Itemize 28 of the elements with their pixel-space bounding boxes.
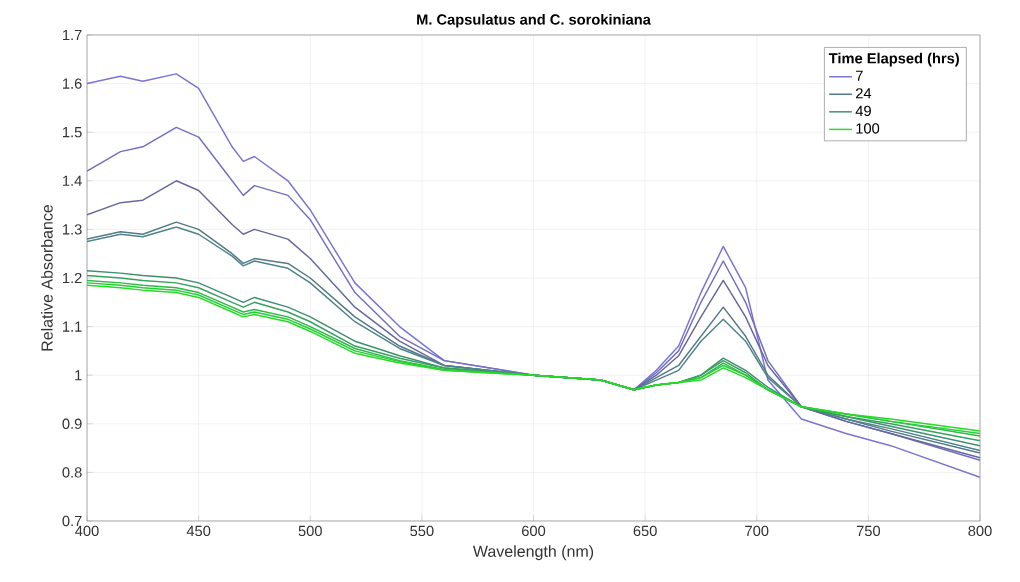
y-tick-label: 1.5 [63, 127, 82, 138]
y-axis-title: Relative Absorbance [41, 204, 53, 351]
x-tick-label: 750 [856, 525, 881, 537]
x-tick-label: 600 [522, 525, 546, 537]
chart-title: M. Capsulatus and C. sorokiniana [417, 13, 651, 28]
x-tick-label: 800 [968, 525, 992, 537]
y-tick-label: 0.8 [62, 467, 82, 478]
y-tick-label: 1.1 [63, 321, 82, 332]
x-axis-title: Wavelength (nm) [472, 545, 594, 561]
x-tick-label: 650 [633, 525, 657, 537]
x-tick-label: 500 [298, 525, 322, 537]
x-tick-label: 550 [410, 525, 434, 537]
legend-label: 49 [855, 105, 871, 117]
x-tick-label: 400 [75, 525, 99, 537]
legend-label: 100 [856, 123, 880, 134]
y-tick-label: 0.9 [62, 418, 82, 429]
y-tick-label: 1.6 [63, 78, 82, 89]
y-tick-label: 1.2 [63, 272, 82, 284]
y-tick-label: 1.4 [63, 175, 82, 186]
y-tick-label: 1.3 [63, 224, 82, 235]
x-tick-label: 700 [745, 525, 769, 537]
y-tick-label: 1.7 [63, 29, 82, 41]
y-tick-label: 0.7 [62, 515, 82, 527]
x-tick-label: 450 [186, 525, 211, 537]
legend-label: 7 [856, 70, 863, 81]
legend-label: 24 [856, 88, 872, 99]
y-tick-label: 1 [75, 370, 82, 381]
legend-title: Time Elapsed (hrs) [828, 52, 959, 67]
